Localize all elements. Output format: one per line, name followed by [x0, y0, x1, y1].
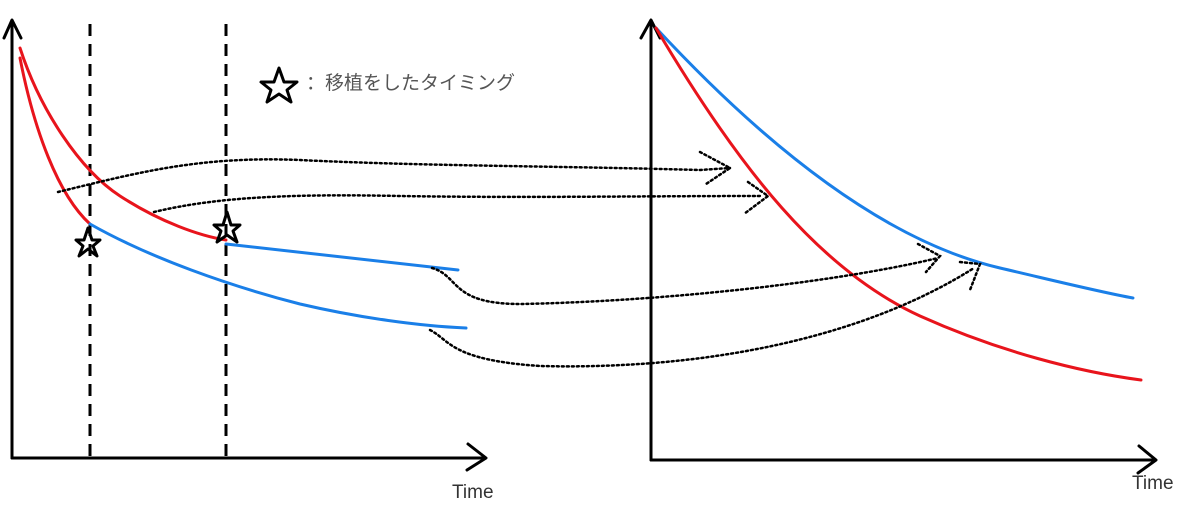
right-y-axis	[639, 18, 662, 462]
left-y-axis	[2, 18, 23, 460]
dotted-arrow-1	[56, 158, 732, 194]
right-red-curve	[654, 26, 1143, 382]
dotted-arrow-2	[152, 194, 762, 214]
left-red-curve	[18, 46, 228, 242]
dotted-arrowhead-3	[916, 242, 942, 274]
left-blue-curve-after-transplant-2	[224, 242, 460, 272]
left-blue-curve-after-transplant-1	[88, 222, 468, 330]
left-red-curve-lower	[18, 56, 92, 226]
legend: ：移植をしたタイミング	[259, 66, 515, 104]
star-icon	[74, 226, 102, 258]
mapping-arrows	[56, 150, 982, 368]
left-x-axis-label: Time	[452, 482, 494, 503]
star-icon	[212, 210, 242, 244]
dotted-arrow-3	[430, 256, 940, 306]
star-icon	[259, 66, 299, 104]
right-x-axis-label: Time	[1132, 473, 1174, 494]
dotted-arrowhead-4	[958, 260, 982, 292]
legend-text: ：移植をしたタイミング	[306, 72, 515, 94]
dotted-arrow-4	[428, 266, 976, 368]
right-panel	[639, 18, 1158, 475]
dotted-arrowhead-1	[698, 150, 733, 186]
right-x-axis	[649, 444, 1158, 475]
dotted-arrowhead-2	[742, 180, 771, 216]
left-x-axis	[10, 442, 488, 472]
left-panel	[2, 18, 488, 472]
right-blue-curve	[654, 26, 1135, 300]
